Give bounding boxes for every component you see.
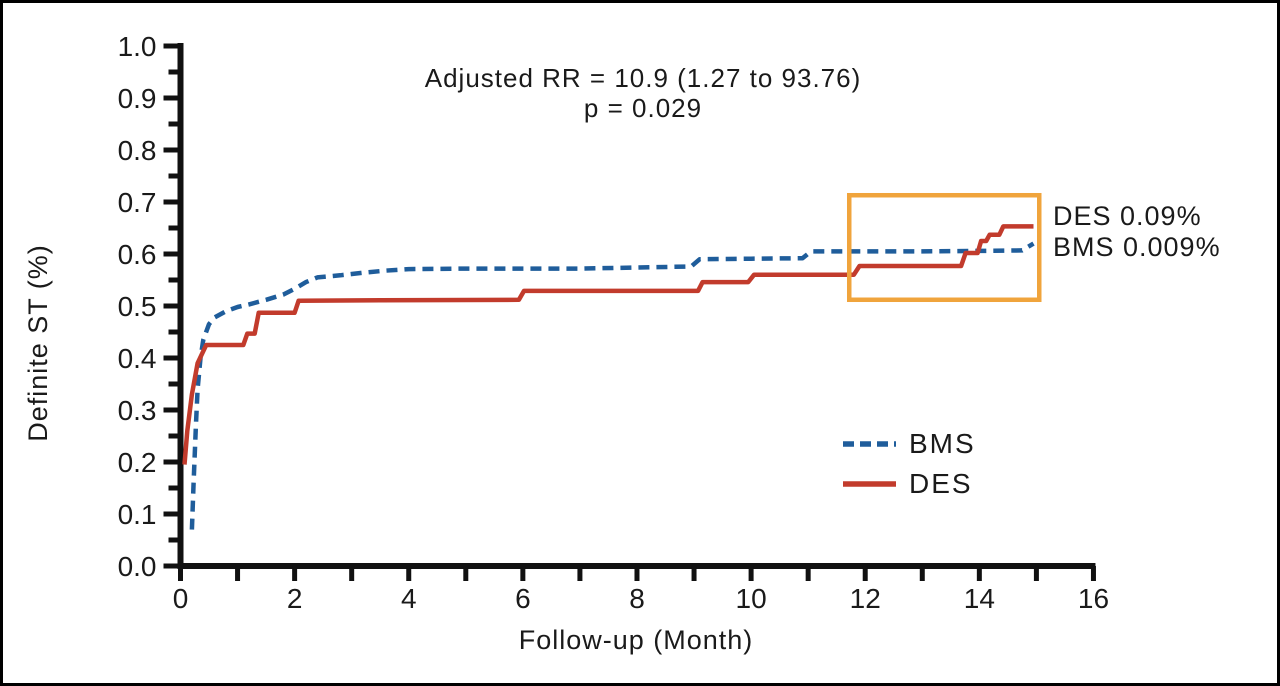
x-tick-label: 0 bbox=[173, 583, 189, 614]
y-axis-title: Definite ST (%) bbox=[23, 244, 53, 442]
y-tick-label: 1.0 bbox=[118, 31, 157, 62]
legend: BMS DES bbox=[843, 428, 976, 499]
y-tick-label: 0.6 bbox=[118, 239, 157, 270]
annotation-rr: Adjusted RR = 10.9 (1.27 to 93.76) bbox=[425, 63, 862, 93]
x-tick-label: 8 bbox=[629, 583, 645, 614]
x-tick-label: 4 bbox=[401, 583, 417, 614]
series-line-bms bbox=[189, 241, 1035, 530]
y-tick-label: 0.8 bbox=[118, 135, 157, 166]
series-line-des bbox=[182, 224, 1034, 465]
y-tick-label: 0.7 bbox=[118, 187, 157, 218]
endpoint-label-bms: BMS 0.009% bbox=[1053, 232, 1221, 262]
legend-label-bms: BMS bbox=[909, 428, 976, 459]
x-tick-label: 12 bbox=[850, 583, 881, 614]
endpoint-label-des: DES 0.09% bbox=[1053, 201, 1202, 231]
legend-label-des: DES bbox=[909, 468, 973, 499]
x-tick-label: 6 bbox=[515, 583, 531, 614]
annotation-pvalue: p = 0.029 bbox=[584, 93, 702, 123]
axes-layer: 0 2 4 6 8 10 12 14 16 0.0 0.1 0.2 0.3 0.4 0.5 0.6 0.7 0.8… bbox=[118, 31, 1109, 614]
x-tick-label: 2 bbox=[287, 583, 303, 614]
y-tick-label: 0.4 bbox=[118, 343, 157, 374]
y-tick-label: 0.0 bbox=[118, 551, 157, 582]
y-tick-label: 0.9 bbox=[118, 83, 157, 114]
x-tick-label: 10 bbox=[736, 583, 767, 614]
y-tick-label: 0.1 bbox=[118, 499, 157, 530]
x-axis-title: Follow-up (Month) bbox=[519, 625, 754, 655]
x-tick-label: 16 bbox=[1078, 583, 1109, 614]
y-tick-label: 0.5 bbox=[118, 291, 157, 322]
y-tick-label: 0.3 bbox=[118, 395, 157, 426]
kaplan-meier-chart: 0 2 4 6 8 10 12 14 16 0.0 0.1 0.2 0.3 0.4 0.5 0.6 0.7 0.8… bbox=[23, 31, 1221, 655]
highlight-box bbox=[846, 192, 1042, 303]
x-tick-label: 14 bbox=[964, 583, 995, 614]
y-tick-label: 0.2 bbox=[118, 447, 157, 478]
series-layer bbox=[182, 224, 1035, 530]
